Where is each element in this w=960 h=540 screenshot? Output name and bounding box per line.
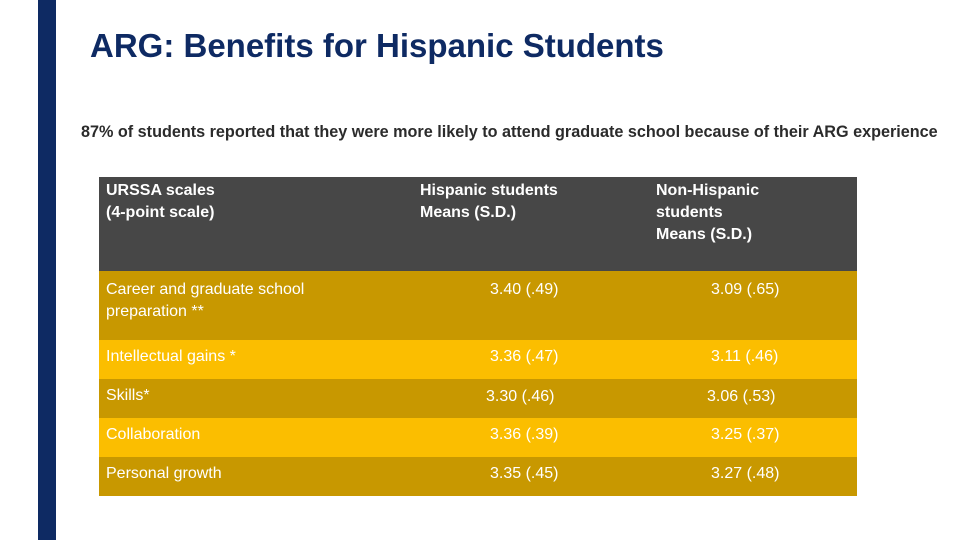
table-row: Collaboration 3.36 (.39) 3.25 (.37) — [99, 418, 857, 457]
header-non-hispanic-line: Non-Hispanic — [656, 182, 760, 199]
row-label-line: preparation ** — [106, 303, 204, 320]
hispanic-value: 3.35 (.45) — [490, 465, 559, 482]
header-hispanic-line: Hispanic students — [420, 182, 558, 199]
slide-title: ARG: Benefits for Hispanic Students — [90, 27, 664, 64]
table-row: Career and graduate school preparation *… — [99, 271, 857, 340]
non-hispanic-value: 3.11 (.46) — [711, 348, 779, 365]
hispanic-value: 3.36 (.47) — [490, 348, 559, 365]
hispanic-value: 3.30 (.46) — [486, 388, 555, 405]
table-row: Skills* 3.30 (.46) 3.06 (.53) — [99, 379, 857, 418]
table-header-row: URSSA scales (4-point scale) Hispanic st… — [99, 177, 857, 271]
header-hispanic: Hispanic students Means (S.D.) — [420, 180, 558, 224]
row-label-line: Career and graduate school — [106, 281, 305, 298]
left-accent-bar — [38, 0, 56, 540]
table-row: Intellectual gains * 3.36 (.47) 3.11 (.4… — [99, 340, 857, 379]
non-hispanic-value: 3.25 (.37) — [711, 426, 780, 443]
results-table: URSSA scales (4-point scale) Hispanic st… — [99, 177, 857, 496]
row-label: Intellectual gains * — [106, 348, 236, 365]
hispanic-value: 3.40 (.49) — [490, 281, 559, 298]
header-scales: URSSA scales (4-point scale) — [106, 180, 215, 224]
header-non-hispanic: Non-Hispanic students Means (S.D.) — [656, 180, 759, 246]
row-label: Skills* — [106, 387, 150, 404]
header-hispanic-line: Means (S.D.) — [420, 204, 517, 221]
slide-subtitle: 87% of students reported that they were … — [81, 123, 938, 141]
row-label: Personal growth — [106, 465, 222, 482]
header-scales-line: (4-point scale) — [106, 204, 215, 221]
header-non-hispanic-line: Means (S.D.) — [656, 226, 753, 243]
header-non-hispanic-line: students — [656, 204, 723, 221]
non-hispanic-value: 3.09 (.65) — [711, 281, 780, 298]
header-scales-line: URSSA scales — [106, 182, 215, 199]
row-label: Career and graduate school preparation *… — [106, 279, 304, 323]
non-hispanic-value: 3.27 (.48) — [711, 465, 780, 482]
non-hispanic-value: 3.06 (.53) — [707, 388, 776, 405]
table-row: Personal growth 3.35 (.45) 3.27 (.48) — [99, 457, 857, 496]
hispanic-value: 3.36 (.39) — [490, 426, 559, 443]
row-label: Collaboration — [106, 426, 201, 443]
